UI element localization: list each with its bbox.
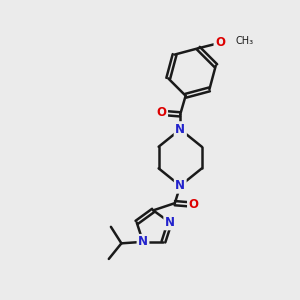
Text: N: N bbox=[175, 179, 185, 192]
Text: O: O bbox=[188, 198, 198, 211]
Text: CH₃: CH₃ bbox=[236, 36, 254, 46]
Text: N: N bbox=[138, 235, 148, 248]
Text: O: O bbox=[157, 106, 166, 119]
Text: O: O bbox=[215, 36, 225, 49]
Text: N: N bbox=[165, 216, 175, 229]
Text: N: N bbox=[175, 123, 185, 136]
Text: N: N bbox=[175, 123, 185, 136]
